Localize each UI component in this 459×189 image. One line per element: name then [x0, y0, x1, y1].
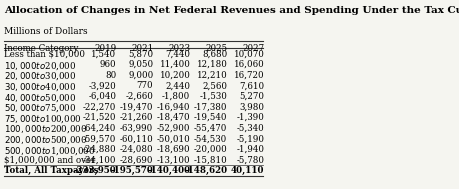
Text: Total, All Taxpayers: Total, All Taxpayers — [4, 166, 98, 175]
Text: 2027: 2027 — [242, 44, 264, 53]
Text: 770: 770 — [136, 81, 153, 90]
Text: -22,270: -22,270 — [83, 102, 116, 112]
Text: -5,340: -5,340 — [236, 124, 264, 133]
Text: 5,270: 5,270 — [239, 92, 264, 101]
Text: $30,000 to $40,000: $30,000 to $40,000 — [4, 81, 76, 93]
Text: -19,470: -19,470 — [120, 102, 153, 112]
Text: $40,000 to $50,000: $40,000 to $50,000 — [4, 92, 76, 104]
Text: -233,950: -233,950 — [73, 166, 116, 175]
Text: -13,100: -13,100 — [157, 156, 190, 165]
Text: 960: 960 — [100, 60, 116, 69]
Text: -21,260: -21,260 — [120, 113, 153, 122]
Text: -17,380: -17,380 — [193, 102, 227, 112]
Text: -21,520: -21,520 — [83, 113, 116, 122]
Text: $1,000,000 and over: $1,000,000 and over — [4, 156, 95, 165]
Text: 10,200: 10,200 — [159, 71, 190, 80]
Text: -1,940: -1,940 — [236, 145, 264, 154]
Text: 40,110: 40,110 — [230, 166, 264, 175]
Text: -1,530: -1,530 — [199, 92, 227, 101]
Text: $100,000 to $200,000: $100,000 to $200,000 — [4, 124, 86, 135]
Text: -59,570: -59,570 — [83, 134, 116, 143]
Text: 8,680: 8,680 — [202, 50, 227, 58]
Text: -16,940: -16,940 — [157, 102, 190, 112]
Text: 7,440: 7,440 — [165, 50, 190, 58]
Text: -64,240: -64,240 — [83, 124, 116, 133]
Text: 2,440: 2,440 — [165, 81, 190, 90]
Text: 2019: 2019 — [94, 44, 116, 53]
Text: -24,080: -24,080 — [119, 145, 153, 154]
Text: 3,980: 3,980 — [239, 102, 264, 112]
Text: -63,990: -63,990 — [120, 124, 153, 133]
Text: 2,560: 2,560 — [202, 81, 227, 90]
Text: -3,920: -3,920 — [89, 81, 116, 90]
Text: 7,610: 7,610 — [239, 81, 264, 90]
Text: 2025: 2025 — [205, 44, 227, 53]
Text: Allocation of Changes in Net Federal Revenues and Spending Under the Tax Cuts an: Allocation of Changes in Net Federal Rev… — [4, 6, 459, 15]
Text: -148,620: -148,620 — [184, 166, 227, 175]
Text: 12,180: 12,180 — [196, 60, 227, 69]
Text: Millions of Dollars: Millions of Dollars — [4, 26, 88, 36]
Text: 12,210: 12,210 — [196, 71, 227, 80]
Text: -18,690: -18,690 — [157, 145, 190, 154]
Text: -2,660: -2,660 — [125, 92, 153, 101]
Text: $50,000 to $75,000: $50,000 to $75,000 — [4, 102, 76, 114]
Text: 16,720: 16,720 — [233, 71, 264, 80]
Text: -54,530: -54,530 — [194, 134, 227, 143]
Text: 1,540: 1,540 — [91, 50, 116, 58]
Text: -28,690: -28,690 — [120, 156, 153, 165]
Text: $500,000 to $1,000,000: $500,000 to $1,000,000 — [4, 145, 95, 157]
Text: 2021: 2021 — [131, 44, 153, 53]
Text: -195,570: -195,570 — [110, 166, 153, 175]
Text: 9,050: 9,050 — [128, 60, 153, 69]
Text: -60,110: -60,110 — [119, 134, 153, 143]
Text: 80: 80 — [105, 71, 116, 80]
Text: -5,780: -5,780 — [236, 156, 264, 165]
Text: 11,400: 11,400 — [159, 60, 190, 69]
Text: 16,060: 16,060 — [233, 60, 264, 69]
Text: -1,800: -1,800 — [162, 92, 190, 101]
Text: -5,190: -5,190 — [236, 134, 264, 143]
Text: -140,400: -140,400 — [147, 166, 190, 175]
Text: -15,810: -15,810 — [193, 156, 227, 165]
Text: -6,040: -6,040 — [88, 92, 116, 101]
Text: $20,000 to $30,000: $20,000 to $30,000 — [4, 71, 76, 82]
Text: Income Category: Income Category — [4, 44, 78, 53]
Text: $75,000 to $100,000: $75,000 to $100,000 — [4, 113, 81, 125]
Text: 9,000: 9,000 — [128, 71, 153, 80]
Text: 5,870: 5,870 — [128, 50, 153, 58]
Text: 10,070: 10,070 — [233, 50, 264, 58]
Text: -1,390: -1,390 — [236, 113, 264, 122]
Text: -34,100: -34,100 — [83, 156, 116, 165]
Text: -52,900: -52,900 — [157, 124, 190, 133]
Text: -20,000: -20,000 — [193, 145, 227, 154]
Text: $200,000 to $500,000: $200,000 to $500,000 — [4, 134, 86, 146]
Text: -50,010: -50,010 — [156, 134, 190, 143]
Text: Less than $10,000: Less than $10,000 — [4, 50, 84, 58]
Text: 2023: 2023 — [168, 44, 190, 53]
Text: -24,880: -24,880 — [83, 145, 116, 154]
Text: -18,470: -18,470 — [157, 113, 190, 122]
Text: -19,540: -19,540 — [193, 113, 227, 122]
Text: $10,000 to $20,000: $10,000 to $20,000 — [4, 60, 76, 72]
Text: -55,470: -55,470 — [194, 124, 227, 133]
